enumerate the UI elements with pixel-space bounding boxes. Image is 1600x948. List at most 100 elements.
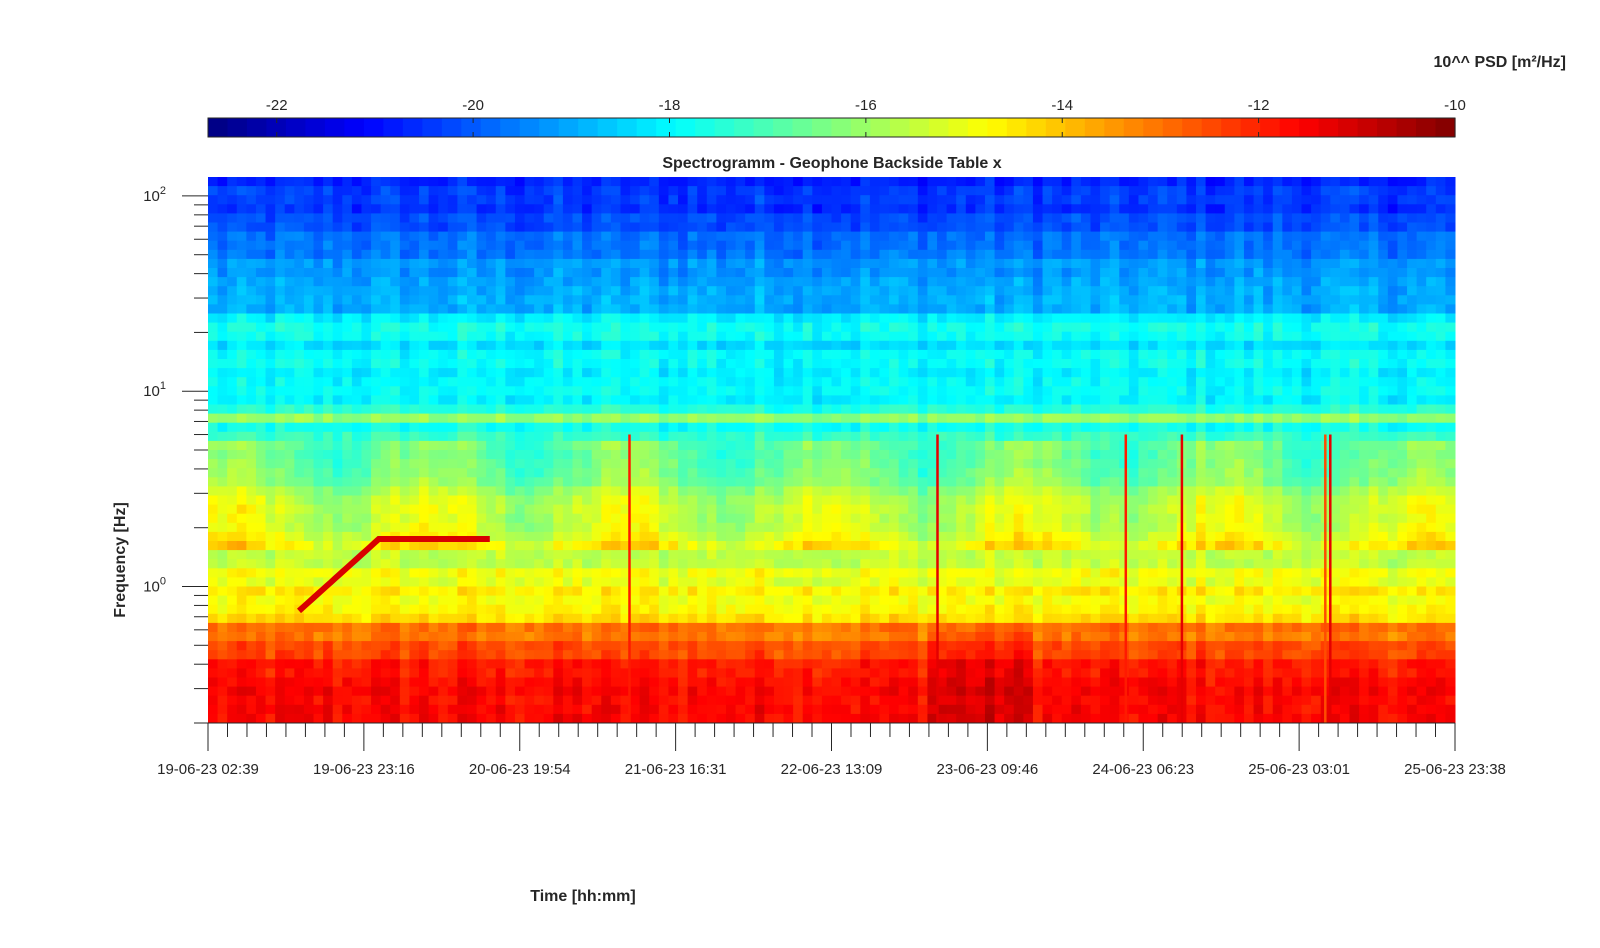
heatmap-cell	[687, 222, 698, 233]
heatmap-cell	[984, 377, 996, 387]
heatmap-cell	[946, 349, 957, 360]
heatmap-cell	[582, 450, 593, 460]
heatmap-cell	[543, 413, 554, 424]
heatmap-cell	[294, 431, 305, 442]
heatmap-cell	[879, 349, 890, 360]
heatmap-cell	[505, 495, 516, 506]
heatmap-cell	[1311, 304, 1322, 314]
heatmap-cell	[1359, 177, 1370, 187]
heatmap-cell	[1378, 377, 1389, 387]
heatmap-cell	[773, 322, 785, 333]
heatmap-cell	[1320, 413, 1331, 424]
heatmap-cell	[697, 359, 708, 369]
heatmap-cell	[1013, 450, 1024, 460]
heatmap-cell	[994, 295, 1005, 305]
heatmap-cell	[303, 404, 315, 415]
heatmap-cell	[821, 331, 832, 342]
heatmap-cell	[1186, 204, 1197, 214]
heatmap-cell	[1032, 322, 1044, 333]
heatmap-cell	[831, 468, 842, 478]
heatmap-cell	[773, 431, 785, 442]
heatmap-cell	[610, 204, 621, 214]
heatmap-cell	[1368, 504, 1379, 515]
heatmap-cell	[466, 304, 478, 314]
heatmap-cell	[754, 377, 765, 387]
heatmap-cell	[783, 459, 794, 469]
heatmap-cell	[303, 504, 315, 515]
heatmap-cell	[361, 477, 372, 487]
heatmap-cell	[486, 486, 497, 496]
colorbar-cell	[734, 118, 755, 137]
heatmap-cell	[562, 440, 574, 451]
heatmap-cell	[610, 504, 621, 515]
heatmap-cell	[466, 213, 478, 223]
colorbar-cell	[714, 118, 735, 137]
heatmap-cell	[1138, 313, 1149, 324]
heatmap-cell	[1196, 404, 1207, 415]
heatmap-cell	[1253, 422, 1264, 433]
heatmap-cell	[1387, 368, 1398, 378]
heatmap-cell	[428, 331, 439, 342]
heatmap-cell	[965, 413, 976, 424]
heatmap-cell	[639, 359, 650, 369]
heatmap-cell	[447, 486, 458, 496]
heatmap-cell	[927, 204, 938, 214]
heatmap-cell	[1100, 431, 1111, 442]
heatmap-cell	[303, 213, 315, 223]
heatmap-cell	[773, 377, 785, 387]
heatmap-cell	[1435, 295, 1446, 305]
heatmap-cell	[1071, 440, 1082, 451]
heatmap-cell	[725, 331, 737, 342]
heatmap-cell	[1263, 258, 1274, 269]
heatmap-cell	[773, 513, 785, 524]
heatmap-cell	[1004, 340, 1015, 351]
heatmap-cell	[860, 431, 871, 442]
heatmap-cell	[543, 404, 554, 415]
heatmap-cell	[1023, 495, 1034, 506]
heatmap-cell	[476, 277, 487, 287]
heatmap-cell	[457, 204, 468, 214]
heatmap-cell	[351, 304, 362, 314]
heatmap-cell	[1205, 268, 1216, 278]
heatmap-cell	[984, 186, 996, 196]
heatmap-cell	[1282, 268, 1293, 278]
heatmap-cell	[898, 222, 909, 233]
heatmap-cell	[1109, 186, 1120, 196]
heatmap-cell	[678, 322, 689, 333]
heatmap-cell	[1176, 277, 1187, 287]
heatmap-cell	[1023, 231, 1034, 242]
heatmap-cell	[601, 377, 612, 387]
heatmap-cell	[946, 213, 957, 223]
heatmap-cell	[1320, 268, 1331, 278]
heatmap-cell	[351, 177, 362, 187]
colorbar-cell	[831, 118, 852, 137]
heatmap-cell	[399, 468, 410, 478]
heatmap-cell	[505, 377, 516, 387]
heatmap-cell	[802, 331, 813, 342]
heatmap-cell	[323, 249, 334, 260]
heatmap-cell	[764, 268, 775, 278]
heatmap-cell	[908, 359, 919, 369]
heatmap-cell	[1330, 359, 1341, 369]
heatmap-cell	[1004, 368, 1015, 378]
heatmap-cell	[678, 186, 689, 196]
heatmap-cell	[956, 304, 967, 314]
heatmap-cell	[1128, 204, 1139, 214]
heatmap-cell	[1157, 240, 1168, 251]
heatmap-cell	[514, 204, 526, 214]
heatmap-cell	[1339, 213, 1350, 223]
heatmap-cell	[687, 313, 698, 324]
heatmap-cell	[1330, 386, 1341, 396]
heatmap-cell	[802, 258, 813, 269]
heatmap-cell	[687, 450, 698, 460]
heatmap-cell	[783, 349, 794, 360]
heatmap-cell	[917, 368, 928, 378]
heatmap-cell	[591, 377, 602, 387]
heatmap-cell	[1186, 322, 1197, 333]
heatmap-cell	[447, 331, 458, 342]
heatmap-cell	[1148, 240, 1159, 251]
heatmap-cell	[879, 450, 890, 460]
heatmap-cell	[1445, 340, 1456, 351]
colorbar-cells	[208, 118, 1456, 137]
